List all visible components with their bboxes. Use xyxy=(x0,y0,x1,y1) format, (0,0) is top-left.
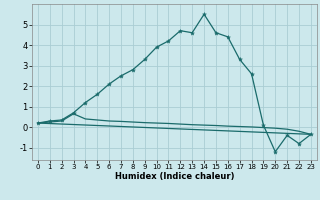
X-axis label: Humidex (Indice chaleur): Humidex (Indice chaleur) xyxy=(115,172,234,181)
